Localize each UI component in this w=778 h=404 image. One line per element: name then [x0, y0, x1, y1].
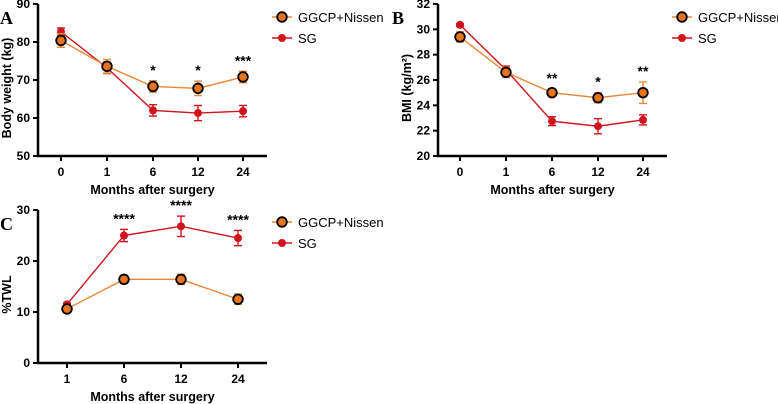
- x-tick-label: 6: [549, 165, 556, 179]
- x-tick-label: 0: [457, 165, 464, 179]
- y-tick-label: 50: [17, 149, 31, 163]
- significance-marker: *: [150, 62, 156, 78]
- x-tick-label: 1: [503, 165, 510, 179]
- data-point-sg: [239, 107, 247, 116]
- data-point-ggcp-nissen: [500, 66, 512, 79]
- legend-marker-ggcp-nissen: [276, 216, 288, 228]
- x-axis-label: Months after surgery: [90, 183, 214, 197]
- significance-marker: *: [595, 74, 601, 90]
- legend-label: SG: [298, 236, 317, 251]
- data-point-ggcp-nissen: [61, 303, 73, 315]
- data-point-sg: [594, 122, 602, 131]
- data-point-ggcp-nissen: [454, 31, 466, 43]
- legend-label: GGCP+Nissen: [298, 10, 384, 25]
- significance-marker: *: [195, 62, 201, 78]
- y-axis-label: %TWL: [0, 275, 14, 314]
- legend-label: GGCP+Nissen: [698, 10, 778, 25]
- data-point-sg: [456, 20, 464, 29]
- y-tick-label: 80: [17, 35, 31, 49]
- significance-marker: **: [638, 63, 649, 79]
- x-tick-label: 6: [150, 165, 157, 179]
- panel-a: A 50 60 70 80 90 0 1 6 12 24 Months after surgery Bo…: [0, 0, 384, 197]
- y-tick-label: 28: [417, 48, 431, 62]
- data-point-ggcp-nissen: [118, 273, 130, 286]
- x-tick-label: 1: [64, 372, 71, 386]
- y-tick-label: 32: [417, 0, 431, 11]
- panel-c: C 0 10 20 30 1 6 12 24 Months after surgery %TWL **…: [0, 197, 384, 404]
- panel-b: B 20 22 24 26 28 30 32 0 1 6 12 24 Months after surge…: [392, 0, 778, 197]
- significance-marker: ****: [227, 211, 249, 227]
- y-tick-label: 0: [23, 356, 30, 370]
- legend-marker-sg: [278, 239, 286, 247]
- y-tick-label: 90: [17, 0, 31, 11]
- x-axis-label: Months after surgery: [90, 390, 214, 404]
- y-tick-label: 26: [417, 73, 431, 87]
- data-point-ggcp-nissen: [55, 34, 67, 47]
- data-point-sg: [149, 106, 157, 115]
- x-tick-label: 24: [636, 165, 650, 179]
- data-point-ggcp-nissen: [592, 92, 604, 104]
- y-tick-label: 24: [417, 98, 431, 112]
- legend-marker-ggcp-nissen: [676, 11, 688, 23]
- y-tick-label: 70: [17, 73, 31, 87]
- x-tick-label: 12: [191, 165, 205, 179]
- data-point-ggcp-nissen: [101, 60, 113, 73]
- legend-marker-sg: [278, 34, 286, 42]
- x-tick-label: 24: [231, 372, 245, 386]
- significance-marker: ****: [170, 197, 192, 213]
- y-tick-label: 60: [17, 111, 31, 125]
- x-tick-label: 1: [104, 165, 111, 179]
- y-axis-label: BMI (kg/m²): [400, 54, 414, 122]
- y-axis-label: Body weight (kg): [0, 38, 14, 139]
- data-point-sg: [194, 109, 202, 118]
- y-tick-label: 30: [17, 203, 31, 217]
- x-axis-label: Months after surgery: [490, 183, 614, 197]
- data-point-ggcp-nissen: [192, 82, 204, 95]
- x-tick-label: 12: [174, 372, 188, 386]
- data-point-sg: [120, 231, 128, 240]
- panel-label: B: [392, 8, 404, 28]
- x-tick-label: 24: [236, 165, 250, 179]
- y-tick-label: 30: [417, 22, 431, 36]
- y-tick-label: 20: [17, 254, 31, 268]
- significance-marker: ****: [113, 210, 135, 226]
- panel-label: C: [0, 214, 13, 234]
- legend-marker-ggcp-nissen: [276, 11, 288, 23]
- x-tick-label: 6: [121, 372, 128, 386]
- data-point-sg: [639, 115, 647, 124]
- data-point-ggcp-nissen: [232, 293, 244, 305]
- data-point-ggcp-nissen: [175, 273, 187, 286]
- significance-marker: **: [547, 70, 558, 86]
- data-point-ggcp-nissen: [237, 71, 249, 83]
- y-tick-label: 20: [417, 149, 431, 163]
- legend-marker-sg: [678, 34, 686, 42]
- x-tick-label: 0: [58, 165, 65, 179]
- y-tick-label: 22: [417, 124, 431, 138]
- data-point-ggcp-nissen: [637, 86, 649, 99]
- legend-label: GGCP+Nissen: [298, 215, 384, 230]
- legend-label: SG: [298, 31, 317, 46]
- y-tick-label: 10: [17, 305, 31, 319]
- data-point-sg: [177, 222, 185, 231]
- x-tick-label: 12: [591, 165, 605, 179]
- series-line-ggcp-nissen: [66, 278, 239, 310]
- panel-label: A: [0, 8, 13, 28]
- data-point-ggcp-nissen: [546, 86, 558, 99]
- legend-label: SG: [698, 31, 717, 46]
- series-line-sg: [66, 225, 239, 305]
- data-point-sg: [548, 117, 556, 126]
- data-point-ggcp-nissen: [147, 80, 159, 93]
- data-point-sg: [234, 234, 242, 243]
- significance-marker: ***: [235, 52, 252, 68]
